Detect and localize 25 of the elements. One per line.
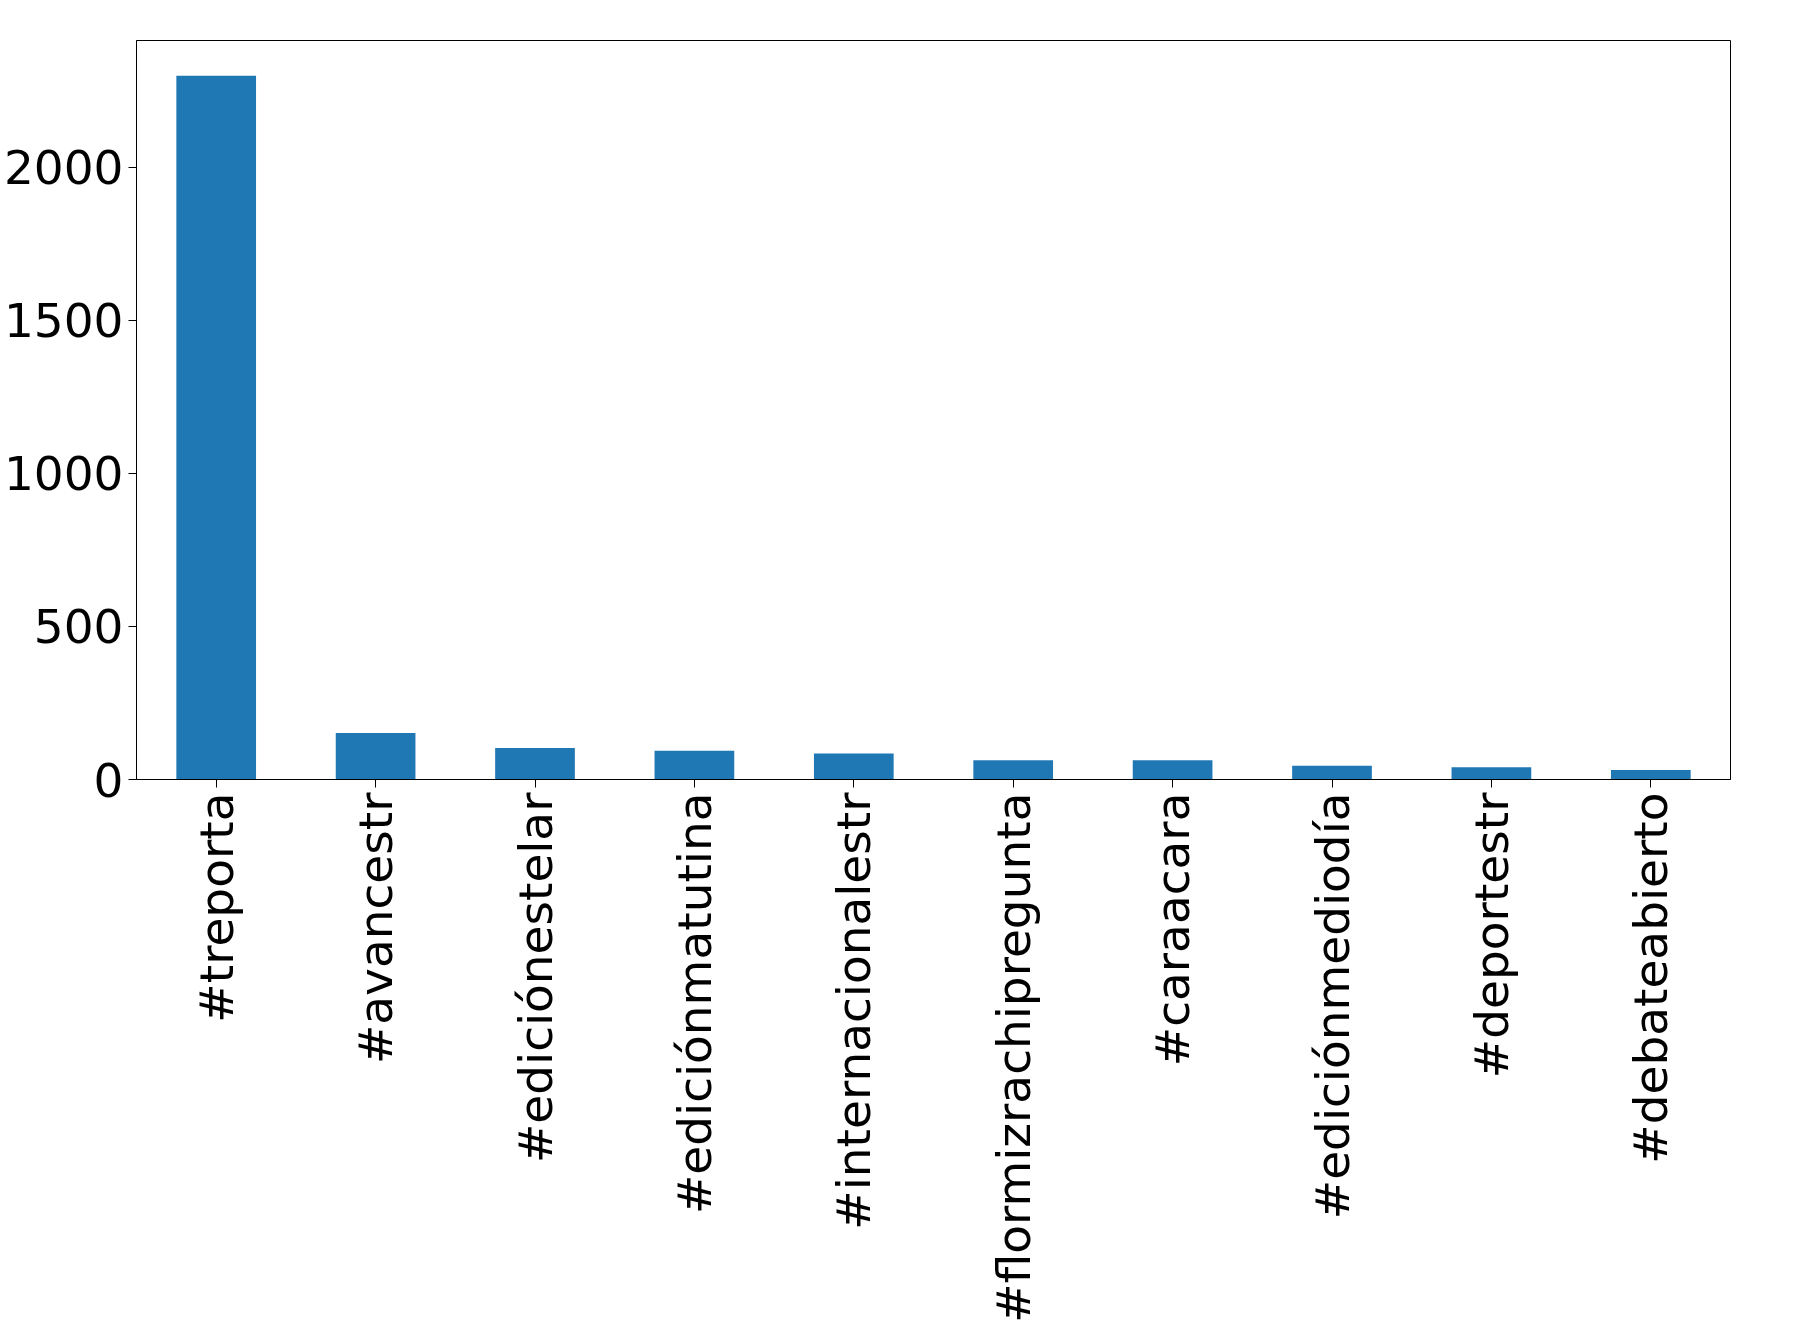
y-tick-label: 500 <box>33 599 124 655</box>
bar <box>495 747 575 780</box>
bar <box>335 732 416 780</box>
bar <box>1292 765 1372 780</box>
x-tick-label: #ediciónmatutina <box>666 792 722 1215</box>
y-tick-label: 1000 <box>3 446 124 502</box>
x-tick-label: #debateabierto <box>1623 792 1679 1164</box>
x-tick-label: #deportestr <box>1463 791 1519 1079</box>
y-tick-label: 0 <box>93 752 124 808</box>
bar <box>176 75 257 780</box>
bar <box>1610 770 1691 780</box>
bar <box>1451 767 1532 780</box>
x-tick-label: #ediciónestelar <box>507 791 563 1164</box>
bar <box>1132 760 1213 780</box>
bar <box>813 753 894 780</box>
bar <box>973 760 1054 780</box>
x-tick-label: #flormizrachipregunta <box>985 792 1041 1323</box>
x-tick-label: #caraacara <box>1145 792 1201 1067</box>
y-tick-label: 1500 <box>3 293 124 349</box>
x-tick-label: #avancestr <box>348 791 404 1065</box>
bar <box>654 750 735 780</box>
x-tick-label: #treporta <box>188 792 244 1023</box>
x-tick-label: #ediciónmediodía <box>1304 792 1360 1220</box>
x-tick-label: #internacionalestr <box>826 791 882 1230</box>
y-tick-label: 2000 <box>3 140 124 196</box>
